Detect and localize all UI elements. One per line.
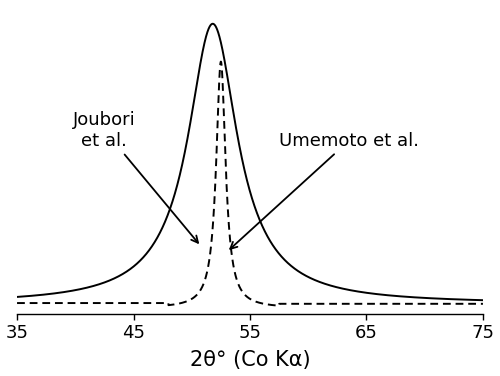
Text: Umemoto et al.: Umemoto et al. <box>230 132 419 249</box>
Text: Joubori
et al.: Joubori et al. <box>73 111 198 243</box>
X-axis label: 2θ° (Co Kα): 2θ° (Co Kα) <box>190 350 310 370</box>
